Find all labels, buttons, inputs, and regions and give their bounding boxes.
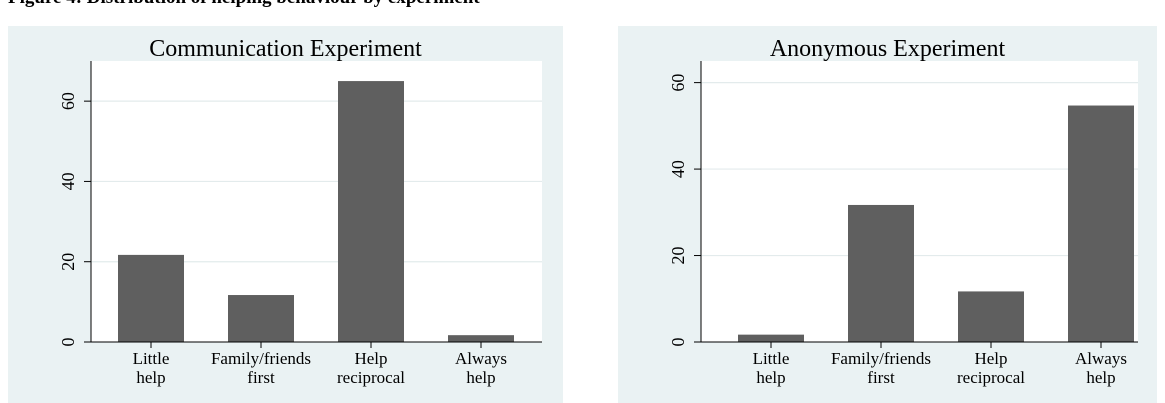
chart-panel-anonymous: Anonymous Experiment 0 20 40 60 Little help Fa…	[618, 26, 1157, 403]
bar-chart-anonymous: 0204060LittlehelpFamily/friendsfirstHelp…	[668, 61, 1138, 387]
y-tick-label: 40	[58, 172, 78, 190]
bar-1	[848, 204, 914, 342]
y-tick-label: 20	[668, 247, 688, 265]
y-tick-label: 0	[668, 338, 688, 347]
y-tick-label: 60	[58, 92, 78, 110]
chart-title: Anonymous Experiment	[769, 35, 1006, 62]
y-tick-label: 20	[58, 253, 78, 271]
x-tick-label: Little	[753, 349, 790, 368]
bar-2	[338, 81, 404, 343]
x-tick-label: Help	[354, 349, 387, 368]
x-tick-label: Little	[133, 349, 170, 368]
x-tick-label: help	[136, 368, 165, 387]
figure-caption: Figure 4: Distribution of helping behavi…	[8, 0, 480, 9]
bar-0	[738, 334, 804, 342]
bar-3	[1068, 105, 1134, 342]
x-tick-label: Family/friends	[831, 349, 931, 368]
x-tick-label: reciprocal	[337, 368, 405, 387]
bar-2	[958, 291, 1024, 342]
x-tick-label: help	[1086, 368, 1115, 387]
plot-area	[701, 61, 1138, 342]
x-tick-label: Help	[974, 349, 1007, 368]
bar-3	[448, 335, 514, 342]
chart-title: Communication Experiment	[149, 35, 422, 62]
x-tick-label: first	[247, 368, 275, 387]
bar-0	[118, 254, 184, 342]
x-tick-label: Always	[455, 349, 507, 368]
x-tick-label: reciprocal	[957, 368, 1025, 387]
x-tick-label: Always	[1075, 349, 1127, 368]
y-tick-label: 60	[668, 74, 688, 92]
x-tick-label: Family/friends	[211, 349, 311, 368]
y-tick-label: 40	[668, 160, 688, 178]
chart-panel-communication: Communication Experiment 0 20 40 60 Little he…	[8, 26, 563, 403]
x-tick-label: first	[867, 368, 895, 387]
bar-chart-communication: 0204060LittlehelpFamily/friendsfirstHelp…	[58, 61, 542, 387]
bar-1	[228, 295, 294, 342]
x-tick-label: help	[756, 368, 785, 387]
x-tick-label: help	[466, 368, 495, 387]
y-tick-label: 0	[58, 338, 78, 347]
